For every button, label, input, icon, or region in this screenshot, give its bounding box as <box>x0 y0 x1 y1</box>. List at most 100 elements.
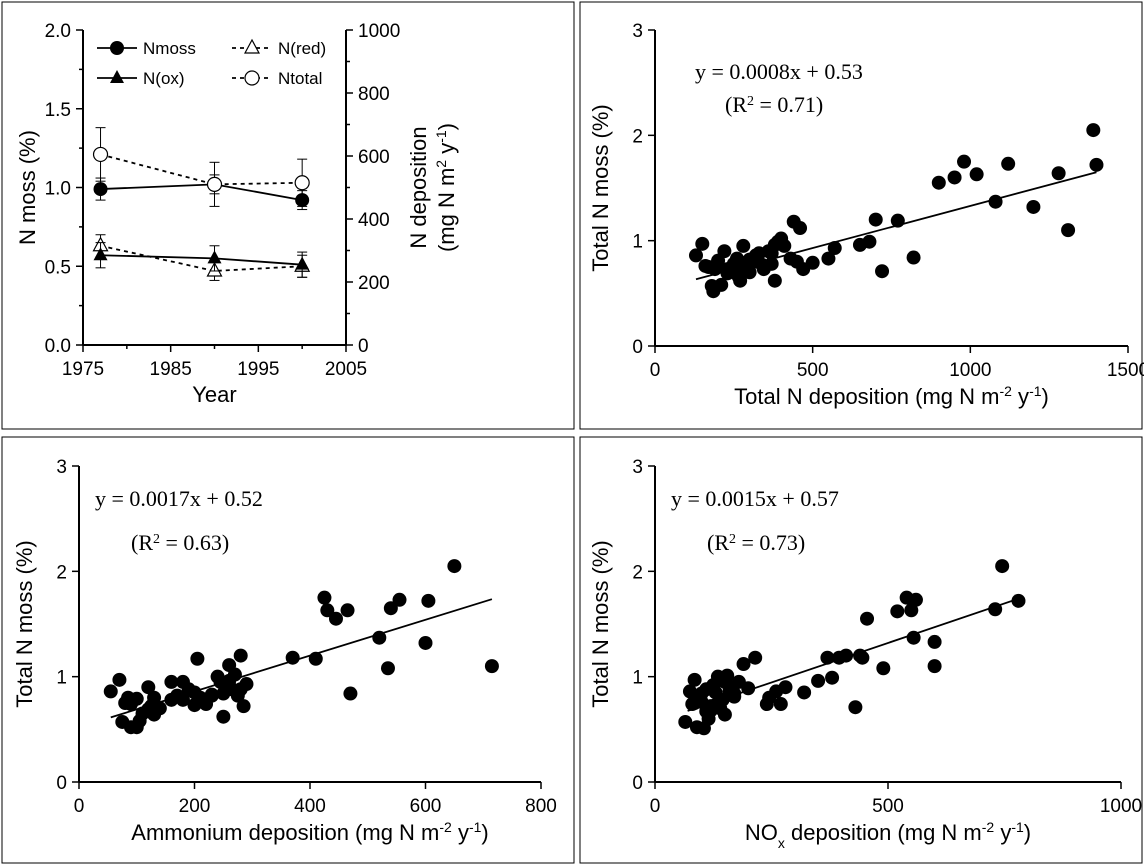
data-point <box>736 238 751 253</box>
data-point <box>820 650 835 665</box>
series-nox <box>93 242 310 278</box>
regression-equation: y = 0.0008x + 0.53 <box>695 59 863 84</box>
data-point <box>906 250 921 265</box>
y-left-tick-label: 0.5 <box>45 257 71 278</box>
data-point <box>797 685 812 700</box>
data-point <box>906 630 921 645</box>
data-point <box>855 650 870 665</box>
data-point <box>1051 166 1066 181</box>
x-tick-label: 500 <box>872 796 904 817</box>
r-squared-label: (R2 = 0.71) <box>725 92 823 117</box>
filled-circle-marker <box>93 182 108 197</box>
data-point <box>741 681 756 696</box>
data-point <box>383 601 398 616</box>
y-right-axis-label-line2: (mg N m2 y-1) <box>433 123 459 252</box>
y-axis-label: Total N moss (%) <box>588 540 613 707</box>
data-point <box>216 709 231 724</box>
y-axis-label: Total N moss (%) <box>588 104 613 271</box>
data-point <box>931 175 946 190</box>
data-point <box>988 194 1003 209</box>
data-point <box>890 213 905 228</box>
data-point <box>418 635 433 650</box>
y-tick-label: 3 <box>56 457 67 478</box>
x-tick-label: 1975 <box>62 359 104 380</box>
data-point <box>704 278 719 293</box>
y-tick-label: 0 <box>632 337 643 358</box>
series-line <box>100 254 303 266</box>
data-point <box>860 611 875 626</box>
y-left-tick-label: 0.0 <box>45 336 71 357</box>
data-point <box>204 688 219 703</box>
x-axis-label: Total N deposition (mg N m-2 y-1) <box>734 383 1049 409</box>
r-squared-label: (R2 = 0.63) <box>131 530 229 555</box>
data-point <box>380 661 395 676</box>
data-point <box>1061 223 1076 238</box>
y-tick-label: 3 <box>632 21 643 42</box>
data-point <box>164 674 179 689</box>
data-point <box>773 697 788 712</box>
x-axis-label: Year <box>192 382 236 407</box>
y-left-tick-label: 2.0 <box>45 21 71 42</box>
legend-label: Ntotal <box>278 69 322 88</box>
data-point <box>727 686 742 701</box>
x-tick-label: 600 <box>410 796 442 817</box>
y-left-axis-label: N moss (%) <box>15 130 40 245</box>
y-right-tick-label: 200 <box>358 273 390 294</box>
data-point <box>717 707 732 722</box>
data-point <box>175 692 190 707</box>
data-point <box>793 221 808 236</box>
data-point <box>320 603 335 618</box>
x-tick-label: 2005 <box>325 359 367 380</box>
y-right-tick-label: 800 <box>358 84 390 105</box>
data-point <box>927 634 942 649</box>
data-point <box>748 248 763 263</box>
data-point <box>141 702 156 717</box>
data-point <box>187 698 202 713</box>
data-point <box>216 686 231 701</box>
x-tick-label: 400 <box>294 796 326 817</box>
filled-triangle-marker <box>207 250 222 264</box>
y-tick-label: 2 <box>632 562 643 583</box>
data-point <box>372 630 387 645</box>
data-point <box>876 661 891 676</box>
data-point <box>703 703 718 718</box>
data-point <box>875 264 890 279</box>
scatter-panel-3: 0 200 400 600 800 0 1 2 3 y = 0.0017x + 0.52 (R2 =… <box>12 457 557 845</box>
data-point <box>233 648 248 663</box>
legend-label: N(ox) <box>143 69 185 88</box>
data-point <box>821 251 836 266</box>
panel-frame-1 <box>1 1 575 430</box>
data-point <box>123 697 138 712</box>
data-point <box>969 167 984 182</box>
y-right-tick-label: 400 <box>358 210 390 231</box>
y-tick-label: 1 <box>632 668 643 689</box>
data-point <box>868 212 883 227</box>
x-axis-label: Ammonium deposition (mg N m-2 y-1) <box>131 819 488 845</box>
y-tick-label: 1 <box>56 668 67 689</box>
data-point <box>285 650 300 665</box>
data-point <box>707 262 722 277</box>
x-tick-label: 200 <box>179 796 211 817</box>
legend-label: Nmoss <box>143 39 196 58</box>
data-point <box>736 657 751 672</box>
x-tick-label: 1000 <box>949 360 991 381</box>
data-point <box>1026 199 1041 214</box>
filled-triangle-marker <box>93 247 108 261</box>
scatter-panel-4: 0 500 1000 0 1 2 3 y = 0.0015x + 0.57 (R2 = 0.73… <box>588 457 1142 851</box>
y-tick-label: 0 <box>632 773 643 794</box>
y-tick-label: 1 <box>632 232 643 253</box>
data-point <box>1011 593 1026 608</box>
data-point <box>783 251 798 266</box>
legend: Nmoss N(red) N(ox) Ntotal <box>97 38 326 88</box>
data-point <box>729 251 744 266</box>
data-point <box>748 650 763 665</box>
legend-label: N(red) <box>278 39 326 58</box>
data-point <box>764 246 779 261</box>
panel-frame-3 <box>1 436 575 864</box>
data-point <box>827 241 842 256</box>
data-point <box>343 686 358 701</box>
data-point <box>688 248 703 263</box>
open-circle-marker <box>244 70 260 86</box>
y-tick-label: 0 <box>56 773 67 794</box>
